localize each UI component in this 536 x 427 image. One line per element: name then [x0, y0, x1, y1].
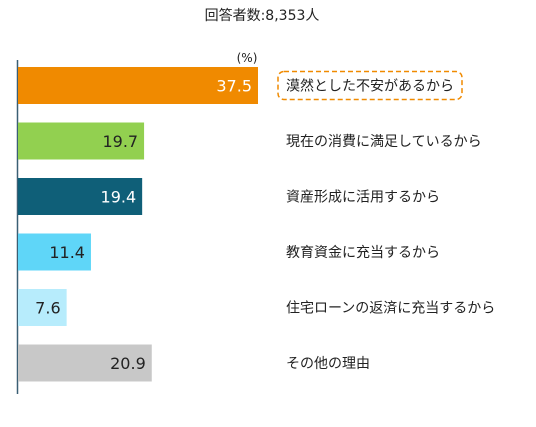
- bar-5: [18, 289, 67, 326]
- bar-value-label-4: 11.4: [49, 243, 85, 262]
- bar-3: [18, 178, 143, 215]
- category-label-1: 漠然とした不安があるから: [286, 78, 454, 95]
- bar-value-label-3: 19.4: [101, 188, 137, 207]
- bar-value-label-5: 7.6: [35, 299, 60, 318]
- highlight-box: [277, 70, 463, 101]
- category-label-6: その他の理由: [286, 356, 370, 372]
- bar-6: [18, 344, 152, 382]
- category-label-4: 教育資金に充当するから: [286, 245, 440, 261]
- category-label-3: 資産形成に活用するから: [286, 190, 440, 206]
- category-label-5: 住宅ローンの返済に充当するから: [286, 301, 495, 317]
- bars-group: 37.5 漠然とした不安があるから 19.7 現在の消費に満足しているから 19.4 資産…: [18, 67, 495, 382]
- bar-value-label-1: 37.5: [216, 77, 252, 96]
- bar-4: [18, 233, 91, 271]
- bar-value-label-6: 20.9: [110, 354, 146, 373]
- category-label-2: 現在の消費に満足しているから: [286, 134, 482, 150]
- chart-subtitle: 回答者数:8,353人: [205, 7, 320, 24]
- bar-1: [18, 67, 258, 104]
- unit-label: (%): [237, 51, 258, 65]
- bar-2: [18, 122, 145, 160]
- bar-value-label-2: 19.7: [102, 132, 138, 151]
